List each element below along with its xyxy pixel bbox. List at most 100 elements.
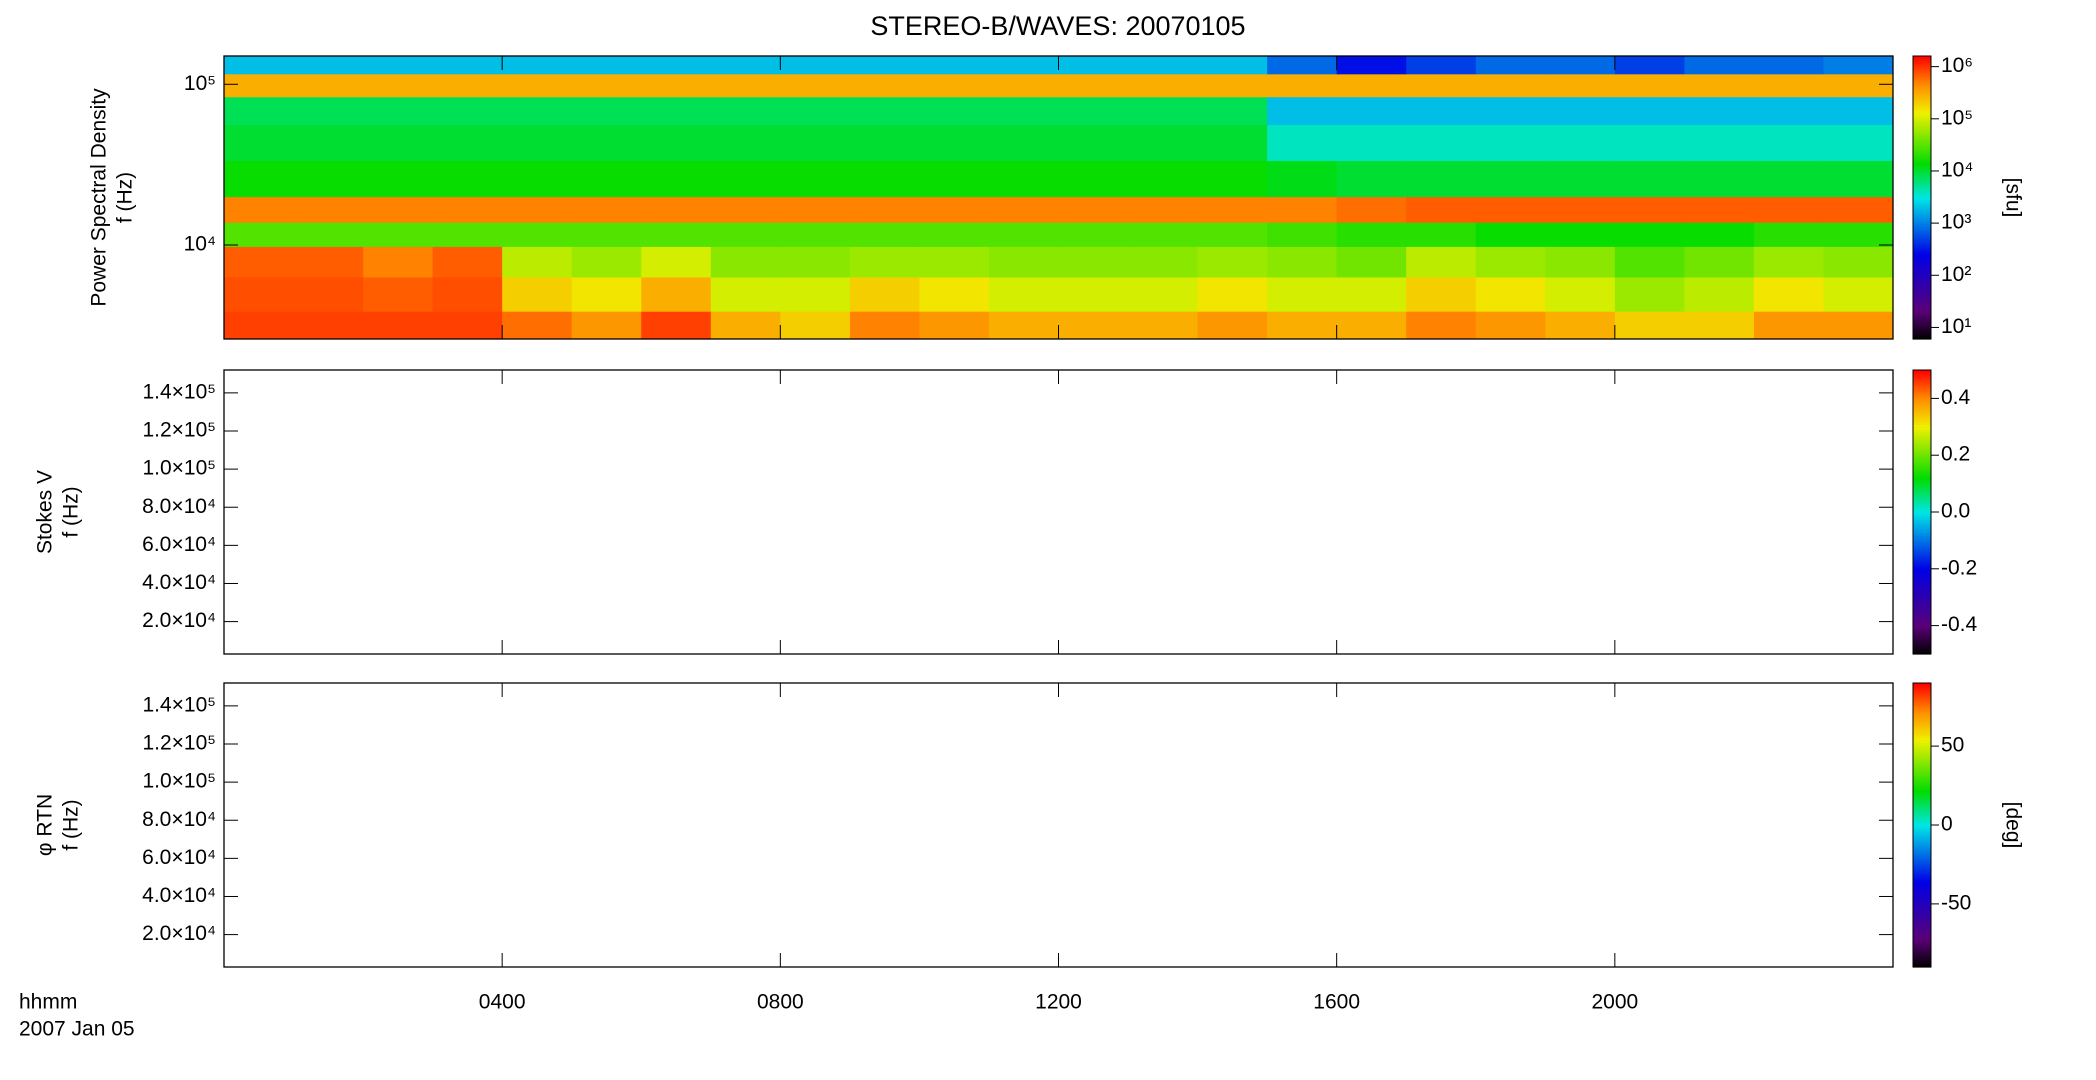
heatmap-cell [1684, 124, 1755, 162]
colorbar-segment [1913, 305, 1931, 309]
heatmap-cell [919, 56, 990, 75]
colorbar-segment [1913, 521, 1931, 525]
heatmap-cell [293, 96, 364, 126]
colorbar-segment [1913, 410, 1931, 414]
heatmap-cell [432, 311, 503, 340]
heatmap-cell [988, 276, 1059, 312]
colorbar-segment [1913, 377, 1931, 381]
colorbar-segment [1913, 855, 1931, 859]
colorbar-segment [1913, 400, 1931, 404]
heatmap-cell [224, 222, 295, 247]
heatmap-cell [710, 311, 781, 340]
heatmap-cell [1128, 160, 1199, 198]
colorbar-segment [1913, 554, 1931, 558]
colorbar-tick-label: -0.4 [1941, 613, 1978, 636]
heatmap-cell [1545, 124, 1616, 162]
colorbar-segment [1913, 228, 1931, 232]
heatmap-cell [1197, 196, 1268, 223]
colorbar-segment [1913, 261, 1931, 265]
colorbar-segment [1913, 865, 1931, 869]
heatmap-cell [1197, 96, 1268, 126]
colorbar-segment [1913, 879, 1931, 883]
colorbar-segment [1913, 138, 1931, 142]
colorbar-segment [1913, 644, 1931, 648]
colorbar-segment [1913, 936, 1931, 940]
colorbar-segment [1913, 860, 1931, 864]
colorbar-segment [1913, 798, 1931, 802]
colorbar-segment [1913, 528, 1931, 532]
colorbar-segment [1913, 100, 1931, 104]
heatmap-cell [1197, 222, 1268, 247]
heatmap-cell [1406, 246, 1477, 278]
colorbar-segment [1913, 858, 1931, 862]
heatmap-cell [1058, 96, 1129, 126]
colorbar-segment [1913, 70, 1931, 74]
colorbar-segment [1913, 178, 1931, 182]
heatmap-cell [502, 124, 573, 162]
colorbar-segment [1913, 164, 1931, 168]
colorbar-segment [1913, 263, 1931, 267]
colorbar-tick-label: 0.0 [1941, 500, 1970, 523]
heatmap-cell [780, 276, 851, 312]
colorbar-segment [1913, 924, 1931, 928]
heatmap-cell [849, 96, 920, 126]
colorbar-segment [1913, 587, 1931, 591]
heatmap-cell [1684, 246, 1755, 278]
heatmap-cell [363, 96, 434, 126]
colorbar-segment [1913, 188, 1931, 192]
heatmap-cell [1475, 246, 1546, 278]
heatmap-cell [780, 246, 851, 278]
heatmap-cell [1267, 311, 1338, 340]
colorbar-segment [1913, 294, 1931, 298]
heatmap-cell [1684, 56, 1755, 75]
heatmap-cell [1475, 222, 1546, 247]
colorbar-segment [1913, 438, 1931, 442]
colorbar-segment [1913, 514, 1931, 518]
heatmap-cell [1753, 311, 1824, 340]
colorbar-segment [1913, 280, 1931, 283]
colorbar-segment [1913, 730, 1931, 734]
heatmap-cell [1197, 246, 1268, 278]
colorbar-segment [1913, 891, 1931, 895]
colorbar-segment [1913, 910, 1931, 914]
colorbar-segment [1913, 627, 1931, 631]
colorbar-segment [1913, 713, 1931, 717]
colorbar-segment [1913, 877, 1931, 881]
colorbar-segment [1913, 209, 1931, 213]
colorbar-segment [1913, 504, 1931, 508]
colorbar-segment [1913, 237, 1931, 241]
colorbar-segment [1913, 817, 1931, 821]
colorbar-segment [1913, 775, 1931, 779]
colorbar-segment [1913, 72, 1931, 76]
colorbar-segment [1913, 601, 1931, 605]
heatmap-cell [432, 160, 503, 198]
colorbar-segment [1913, 914, 1931, 918]
colorbar-segment [1913, 381, 1931, 385]
colorbar-segment [1913, 540, 1931, 544]
colorbar-segment [1913, 244, 1931, 248]
heatmap-cell [1684, 73, 1755, 98]
heatmap-cell [571, 222, 642, 247]
heatmap-cell [224, 56, 295, 75]
heatmap-cell [224, 196, 295, 223]
colorbar-segment [1913, 152, 1931, 156]
colorbar-segment [1913, 483, 1931, 487]
colorbar-segment [1913, 832, 1931, 836]
colorbar-segment [1913, 407, 1931, 411]
heatmap-cell [1823, 96, 1894, 126]
colorbar-segment [1913, 433, 1931, 437]
heatmap-cell [1684, 222, 1755, 247]
colorbar-segment [1913, 763, 1931, 767]
colorbar-segment [1913, 322, 1931, 326]
y-tick-label: 1.0×10⁵ [142, 457, 216, 480]
heatmap-cell [710, 160, 781, 198]
colorbar-segment [1913, 957, 1931, 961]
heatmap-cell [988, 246, 1059, 278]
heatmap-cell [1406, 196, 1477, 223]
colorbar-segment [1913, 225, 1931, 229]
colorbar-segment [1913, 126, 1931, 130]
heatmap-cell [1753, 222, 1824, 247]
y-axis-label: f (Hz) [114, 172, 137, 223]
colorbar-segment [1913, 623, 1931, 627]
